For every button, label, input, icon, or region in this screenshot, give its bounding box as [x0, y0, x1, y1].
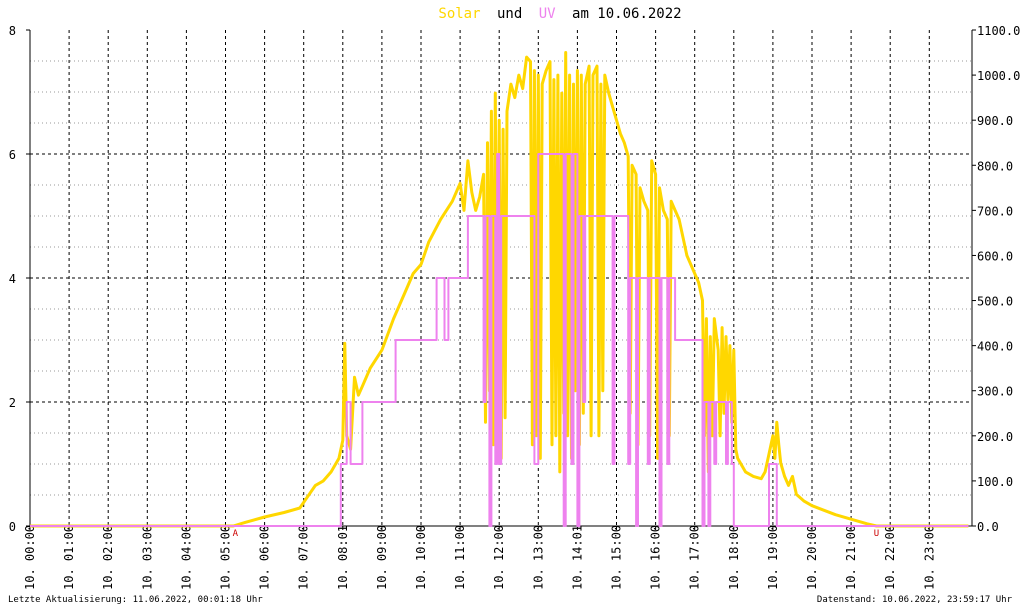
title-und: und — [497, 6, 522, 22]
x-tick-label: 10. 16:00 — [649, 525, 663, 590]
x-tick-label: 10. 20:00 — [805, 525, 819, 590]
y-right-tick-label: 700.0 — [977, 204, 1013, 218]
x-tick-label: 10. 18:00 — [727, 525, 741, 590]
footer-data-state: Datenstand: 10.06.2022, 23:59:17 Uhr — [817, 595, 1013, 605]
x-tick-label: 10. 02:00 — [101, 525, 115, 590]
y-right-tick-label: 100.0 — [977, 475, 1013, 489]
x-tick-label: 10. 09:00 — [375, 525, 389, 590]
y-right-tick-label: 300.0 — [977, 385, 1013, 399]
x-tick-label: 10. 22:00 — [883, 525, 897, 590]
x-tick-label: 10. 12:00 — [492, 525, 506, 590]
series-uv-line — [30, 153, 969, 527]
axes: 0 2 4 6 8 0.0 100.0 200.0 300.0 400.0 500.0 600.0 70… — [9, 24, 1020, 590]
x-tick-label: 10. 17:00 — [688, 525, 702, 590]
marker-u: U — [874, 529, 879, 539]
x-tick-label: 10. 08:01 — [336, 525, 350, 590]
x-tick-label: 10. 04:00 — [179, 525, 193, 590]
marker-a: A — [233, 529, 239, 539]
x-tick-label: 10. 19:00 — [766, 525, 780, 590]
title-date: am 10.06.2022 — [572, 6, 682, 22]
y-right-tick-label: 0.0 — [977, 520, 999, 534]
title-solar: Solar — [438, 6, 480, 22]
y-right-tick-label: 800.0 — [977, 159, 1013, 173]
y-right-tick-label: 400.0 — [977, 340, 1013, 354]
x-tick-label: 10. 23:00 — [922, 525, 936, 590]
x-tick-label: 10. 06:00 — [258, 525, 272, 590]
y-right-tick-label: 900.0 — [977, 114, 1013, 128]
chart-title: Solar und UV am 10.06.2022 — [438, 6, 681, 22]
x-tick-label: 10. 13:00 — [531, 525, 545, 590]
y-left-tick-label: 0 — [9, 520, 16, 534]
series-solar-line — [30, 51, 969, 528]
y-right-tick-label: 1100.0 — [977, 24, 1020, 38]
y-left-tick-label: 2 — [9, 396, 16, 410]
x-tick-label: 10. 14:01 — [570, 525, 584, 590]
x-tick-label: 10. 00:00 — [23, 525, 37, 590]
x-tick-label: 10. 21:00 — [844, 525, 858, 590]
x-tick-label: 10. 07:00 — [297, 525, 311, 590]
x-tick-label: 10. 03:00 — [140, 525, 154, 590]
footer-updated: Letzte Aktualisierung: 11.06.2022, 00:01… — [8, 595, 263, 605]
y-right-tick-label: 200.0 — [977, 430, 1013, 444]
title-uv: UV — [539, 6, 556, 22]
y-right-tick-label: 1000.0 — [977, 69, 1020, 83]
x-tick-label: 10. 01:00 — [62, 525, 76, 590]
x-tick-label: 10. 10:00 — [414, 525, 428, 590]
y-left-tick-label: 8 — [9, 24, 16, 38]
x-tick-label: 10. 05:00 — [219, 525, 233, 590]
y-left-tick-label: 4 — [9, 272, 16, 286]
y-right-tick-label: 500.0 — [977, 295, 1013, 309]
y-right-tick-label: 600.0 — [977, 249, 1013, 263]
x-tick-label: 10. 15:00 — [610, 525, 624, 590]
series-layer — [30, 51, 969, 528]
y-left-tick-label: 6 — [9, 148, 16, 162]
x-tick-label: 10. 11:00 — [453, 525, 467, 590]
